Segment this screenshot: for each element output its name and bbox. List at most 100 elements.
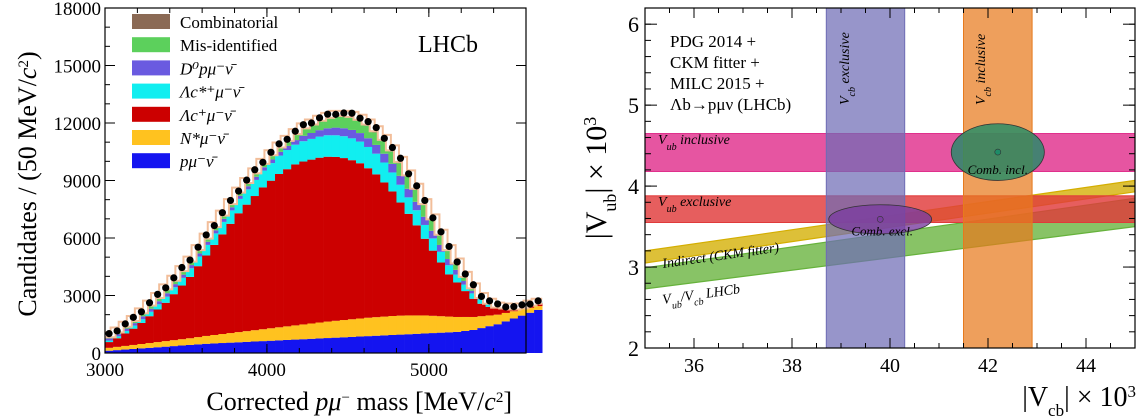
bar-lcstar-16 <box>234 198 243 214</box>
left-y-axis-label-end: ) <box>13 51 42 60</box>
legend-label-pmu: pμ⁻ν̄ <box>179 152 219 171</box>
bar-lc-33 <box>372 174 381 318</box>
comb-incl-label: Comb. incl. <box>968 162 1028 177</box>
bar-d0-43 <box>453 269 462 275</box>
left-x-axis-label: Corrected pμ− mass [MeV/c2] <box>206 387 512 416</box>
left-y-tick-label-3: 9000 <box>63 172 101 193</box>
bar-pmu-32 <box>364 336 373 353</box>
left-x-axis-label-mu: μ <box>327 387 341 416</box>
bar-lcstar-43 <box>453 274 462 283</box>
bar-d0-32 <box>364 138 373 147</box>
lhcb-band-label-part: ub <box>671 299 682 311</box>
bar-lcstar-27 <box>323 135 332 157</box>
bar-d0-17 <box>242 186 252 190</box>
data-points <box>105 109 542 338</box>
left-y-tick-label-1: 3000 <box>63 287 101 308</box>
bar-nstar-9 <box>177 339 187 346</box>
bar-pmu-28 <box>331 337 341 353</box>
bar-lc-43 <box>453 282 462 317</box>
vub-exclusive-label: Vub exclusive <box>658 195 731 215</box>
vub-exclusive-label-part: V <box>658 195 668 210</box>
right-axis-ticks: 36 38 40 42 44 2 3 4 5 6 <box>628 8 1136 377</box>
bar-nstar-37 <box>404 315 413 335</box>
legend-label-d0: D⁰pμ⁻ν̄ <box>179 59 238 78</box>
bar-lcstar-39 <box>420 224 430 239</box>
bar-d0-29 <box>339 128 349 137</box>
data-point-50 <box>510 303 518 311</box>
bar-lcstar-19 <box>258 170 268 188</box>
bar-pmu-4 <box>137 348 146 353</box>
data-point-25 <box>307 119 316 127</box>
legend-swatch-pmu <box>132 153 170 169</box>
bar-lc-40 <box>428 250 438 316</box>
bar-nstar-25 <box>307 323 316 339</box>
bar-lcstar-30 <box>347 138 357 161</box>
bar-nstar-27 <box>323 321 332 339</box>
data-point-7 <box>162 284 170 292</box>
bar-nstar-22 <box>283 326 292 340</box>
left-x-axis-label-csup: 2 <box>496 390 504 406</box>
bar-nstar-42 <box>445 316 454 333</box>
bar-pmu-1 <box>113 350 122 354</box>
bar-misid-38 <box>412 189 422 202</box>
data-point-46 <box>477 292 486 301</box>
bar-lc-24 <box>299 161 308 325</box>
bar-pmu-34 <box>380 335 389 353</box>
bar-lc-28 <box>331 156 341 321</box>
bar-d0-38 <box>412 201 422 211</box>
fit-total-inner <box>105 111 543 337</box>
bar-lcstar-4 <box>137 319 146 323</box>
fit-outline <box>105 109 543 339</box>
left-y-tick-label-5: 15000 <box>54 57 102 78</box>
data-point-30 <box>348 109 356 117</box>
bar-pmu-10 <box>185 344 195 353</box>
bar-nstar-52 <box>526 307 535 313</box>
bar-lc-45 <box>469 298 478 317</box>
bar-nstar-34 <box>380 316 389 336</box>
bar-lc-15 <box>226 223 235 334</box>
bar-nstar-38 <box>412 315 422 334</box>
bar-misid-18 <box>250 172 260 177</box>
bar-d0-19 <box>258 167 268 171</box>
bar-misid-14 <box>218 214 227 219</box>
bar-lcstar-28 <box>331 135 341 157</box>
data-point-14 <box>218 209 226 217</box>
bar-nstar-43 <box>453 316 462 332</box>
data-point-16 <box>234 187 243 195</box>
bar-d0-9 <box>177 274 187 278</box>
bar-misid-26 <box>315 120 324 131</box>
bar-lc-31 <box>355 163 365 319</box>
left-y-axis-label-main: Candidates / (50 MeV/ <box>13 78 42 316</box>
data-point-15 <box>226 196 235 205</box>
bar-pmu-23 <box>291 339 300 353</box>
bar-nstar-53 <box>534 306 543 310</box>
bar-lcstar-9 <box>177 277 187 286</box>
bar-lc-25 <box>307 159 316 324</box>
bar-pmu-47 <box>485 326 494 353</box>
data-point-32 <box>364 118 372 126</box>
left-y-axis-label: Candidates / (50 MeV/c2) <box>13 51 42 316</box>
left-y-tick-label-4: 12000 <box>54 114 102 135</box>
legend-swatch-d0 <box>132 60 170 76</box>
info-line-1: PDG 2014 + <box>670 32 756 51</box>
bar-misid-17 <box>242 181 252 187</box>
bar-nstar-11 <box>194 337 203 345</box>
bar-misid-32 <box>364 125 373 139</box>
bar-lc-22 <box>283 169 292 327</box>
bar-misid-28 <box>331 116 341 128</box>
bar-pmu-9 <box>177 345 187 353</box>
bar-lc-12 <box>202 255 211 336</box>
bar-lc-4 <box>137 322 146 344</box>
bar-lcstar-33 <box>372 153 381 175</box>
bar-lc-32 <box>364 168 373 318</box>
bar-d0-10 <box>185 265 195 269</box>
vcb-inclusive-label-part: V <box>974 95 989 105</box>
bar-misid-6 <box>153 296 162 302</box>
left-x-axis-label-post: mass [MeV/ <box>350 387 485 416</box>
data-point-22 <box>283 135 291 143</box>
comb-excl-ellipse-center <box>876 215 884 223</box>
bar-lcstar-34 <box>380 162 389 183</box>
bar-lc-13 <box>210 244 219 335</box>
data-point-29 <box>340 109 348 117</box>
bar-lcstar-17 <box>242 189 252 205</box>
